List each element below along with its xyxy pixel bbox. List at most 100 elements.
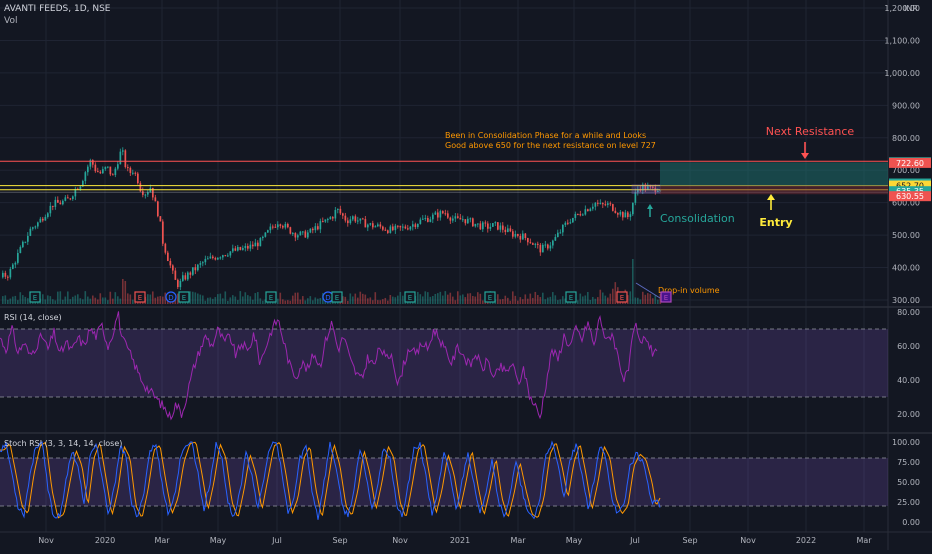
volume-bar: [637, 297, 639, 304]
volume-bar: [74, 295, 77, 304]
candle-body: [527, 238, 529, 243]
candle-body: [649, 186, 652, 188]
candle-body: [112, 174, 114, 176]
candle-body: [97, 171, 99, 173]
volume-bar: [154, 297, 157, 304]
candle-body: [37, 222, 39, 227]
candle-body: [542, 244, 544, 253]
volume-bar: [597, 297, 599, 304]
price-level-value: 652.70: [896, 182, 924, 191]
stoch-tick-label: 50.00: [897, 478, 920, 487]
volume-bar: [307, 298, 309, 304]
candle-body: [242, 247, 244, 250]
volume-bar: [652, 298, 654, 304]
candle-body: [399, 225, 402, 228]
candle-body: [544, 244, 547, 246]
volume-bar: [362, 293, 364, 304]
candle-body: [342, 213, 344, 216]
volume-bar: [152, 291, 154, 304]
volume-bar: [402, 295, 404, 304]
volume-bar: [534, 291, 537, 304]
volume-bar: [22, 295, 24, 304]
x-tick-label: 2022: [796, 536, 816, 545]
candle-body: [429, 219, 432, 222]
volume-bar: [132, 299, 134, 304]
candle-body: [369, 223, 372, 225]
price-tick-label: 400.00: [892, 264, 920, 273]
volume-bar: [589, 299, 592, 304]
volume-trend-line: [635, 282, 661, 299]
volume-bar: [47, 295, 49, 304]
volume-bar: [657, 299, 659, 304]
candle-body: [232, 248, 234, 252]
event-marker-label: E: [182, 294, 186, 302]
volume-bar: [347, 300, 349, 304]
price-tick-label: 1,100.00: [884, 36, 920, 45]
candle-body: [2, 272, 4, 278]
volume-bar: [94, 297, 97, 304]
candle-body: [47, 213, 49, 217]
volume-bar: [319, 298, 322, 304]
candle-body: [404, 226, 407, 229]
candle-body: [157, 201, 159, 217]
volume-bar: [582, 296, 584, 304]
event-marker: [29, 291, 41, 303]
volume-bar: [59, 291, 62, 304]
candle-body: [79, 186, 82, 190]
volume-bar: [377, 300, 379, 304]
volume-bar: [62, 299, 64, 304]
volume-bar: [457, 291, 459, 304]
candle-body: [282, 225, 284, 228]
candle-body: [34, 226, 37, 228]
volume-bar: [242, 296, 244, 304]
arrow-down-icon: [801, 153, 809, 159]
candle-body: [327, 219, 329, 221]
candle-body: [487, 223, 489, 229]
volume-bar: [579, 293, 582, 304]
candle-body: [234, 248, 237, 251]
volume-bar: [7, 299, 9, 304]
event-marker: [484, 291, 496, 303]
candle-body: [357, 220, 359, 222]
volume-bar: [109, 291, 112, 304]
price-tick-label: 500.00: [892, 231, 920, 240]
event-marker-label: E: [33, 294, 37, 302]
volume-bar: [147, 294, 149, 304]
volume-bar: [259, 298, 262, 304]
price-level-tag: [889, 191, 931, 202]
candle-body: [517, 234, 519, 236]
volume-bar: [434, 293, 437, 304]
candle-body: [109, 166, 112, 175]
x-tick-label: 2020: [95, 536, 115, 545]
candle-body: [529, 242, 532, 244]
candle-body: [239, 247, 242, 250]
candle-body: [334, 209, 337, 219]
volume-bar: [502, 298, 504, 304]
volume-bar: [539, 297, 542, 304]
candle-body: [72, 196, 74, 199]
volume-bar: [354, 293, 357, 304]
volume-bar: [49, 296, 52, 304]
candle-body: [132, 172, 134, 174]
candle-body: [497, 222, 499, 230]
candle-body: [269, 226, 272, 231]
price-level-value: 630.55: [896, 192, 924, 201]
rsi-panel: 20.00 40.00 60.00 80.00 RSI (14, close): [0, 308, 920, 421]
volume-bar: [244, 292, 247, 304]
volume-bar: [174, 298, 177, 304]
annotation-consolidation: Consolidation: [660, 212, 735, 225]
candle-body: [427, 218, 429, 222]
candle-body: [217, 257, 219, 260]
candle-body: [389, 226, 392, 233]
candle-body: [509, 228, 512, 232]
event-marker: [616, 291, 628, 303]
candle-body: [59, 202, 62, 205]
volume-bar: [532, 297, 534, 304]
volume-bar: [547, 297, 549, 304]
volume-bar: [602, 292, 604, 304]
target-zone: [660, 162, 888, 186]
volume-bar: [659, 293, 662, 304]
volume-bar: [204, 300, 207, 304]
